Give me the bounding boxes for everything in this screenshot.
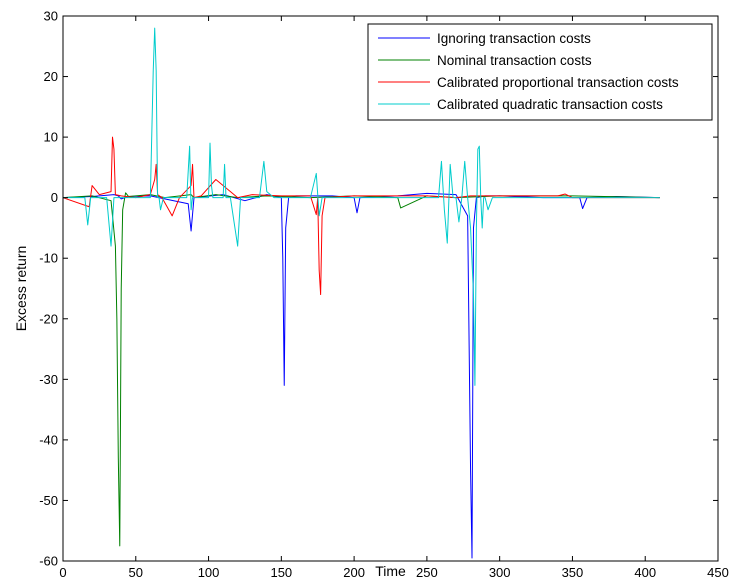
y-tick-label: -30 xyxy=(39,372,58,387)
x-tick-label: 350 xyxy=(562,565,584,579)
x-tick-label: 50 xyxy=(129,565,143,579)
y-tick-label: 10 xyxy=(44,130,58,145)
y-axis: -60 -50 -40 -30 -20 -10 0 10 20 30 xyxy=(39,9,718,569)
y-tick-label: -20 xyxy=(39,311,58,326)
plot-frame xyxy=(62,15,719,562)
legend-label-3: Calibrated proportional transaction cost… xyxy=(437,75,679,90)
x-tick-label: 450 xyxy=(707,565,729,579)
x-tick-label: 0 xyxy=(59,565,66,579)
y-tick-label: 0 xyxy=(51,190,58,205)
x-axis: 0 50 100 150 200 250 300 350 400 450 xyxy=(59,16,729,579)
legend: Ignoring transaction costs Nominal transa… xyxy=(367,23,713,121)
legend-label-2: Nominal transaction costs xyxy=(437,53,592,68)
x-tick-label: 300 xyxy=(489,565,511,579)
y-tick-label: -60 xyxy=(39,554,58,569)
x-tick-label: 250 xyxy=(416,565,438,579)
legend-label-1: Ignoring transaction costs xyxy=(437,31,591,46)
x-tick-label: 150 xyxy=(270,565,292,579)
y-tick-label: -40 xyxy=(39,432,58,447)
x-tick-label: 100 xyxy=(198,565,220,579)
series-line-3 xyxy=(62,136,660,296)
y-axis-label: Excess return xyxy=(13,246,29,332)
series-line-4 xyxy=(63,27,660,386)
y-tick-label: -10 xyxy=(39,251,58,266)
series-layer xyxy=(62,27,660,559)
x-axis-label: Time xyxy=(375,563,406,579)
y-tick-label: 30 xyxy=(44,9,58,24)
y-tick-label: 20 xyxy=(44,69,58,84)
y-tick-label: -50 xyxy=(39,493,58,508)
legend-label-4: Calibrated quadratic transaction costs xyxy=(437,97,663,112)
x-tick-label: 200 xyxy=(343,565,365,579)
x-tick-label: 400 xyxy=(634,565,656,579)
